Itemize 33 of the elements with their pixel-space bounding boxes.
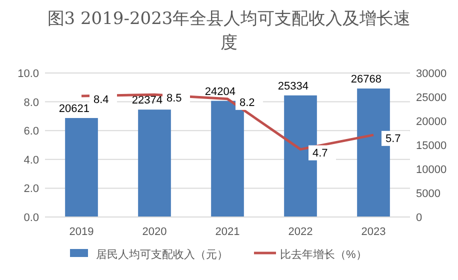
y-tick-label: 6.0 <box>24 126 39 138</box>
data-label: 24204 <box>204 86 236 98</box>
data-label: 8.5 <box>166 92 182 105</box>
data-label: 8.2 <box>240 96 255 109</box>
y2-tick-label: 5000 <box>416 188 440 200</box>
y2-tick-label: 15000 <box>416 140 447 152</box>
chart-title: 图3 2019-2023年全县人均可支配收入及增长速度 <box>47 9 411 53</box>
data-label: 5.7 <box>386 132 401 145</box>
y-tick-label: 2.0 <box>24 183 39 196</box>
x-tick-label: 2022 <box>288 226 313 238</box>
y2-tick-label: 0 <box>416 212 422 224</box>
data-label: 22374 <box>132 94 162 107</box>
y2-tick-label: 10000 <box>416 164 447 176</box>
data-label: 8.4 <box>94 94 109 106</box>
legend-label: 居民人均可支配收入（元） <box>96 248 228 261</box>
y-tick-label: 8.0 <box>24 96 39 109</box>
bar <box>65 118 98 217</box>
bar <box>138 110 171 217</box>
x-tick-label: 2020 <box>142 226 167 238</box>
y-tick-label: 0.0 <box>24 212 39 224</box>
y2-tick-label: 25000 <box>416 92 447 104</box>
data-label: 26768 <box>350 74 382 86</box>
x-tick-label: 2021 <box>215 226 240 238</box>
y2-tick-label: 30000 <box>416 68 447 80</box>
x-tick-label: 2023 <box>361 226 386 238</box>
y-tick-label: 4.0 <box>24 154 39 166</box>
y-tick-label: 10.0 <box>18 68 39 80</box>
data-label: 20621 <box>58 103 90 116</box>
y2-tick-label: 20000 <box>416 116 447 128</box>
data-label: 4.7 <box>312 147 328 160</box>
legend-label: 比去年增长（%） <box>280 248 367 261</box>
x-tick-label: 2019 <box>69 226 94 238</box>
data-label: 25334 <box>278 80 308 92</box>
